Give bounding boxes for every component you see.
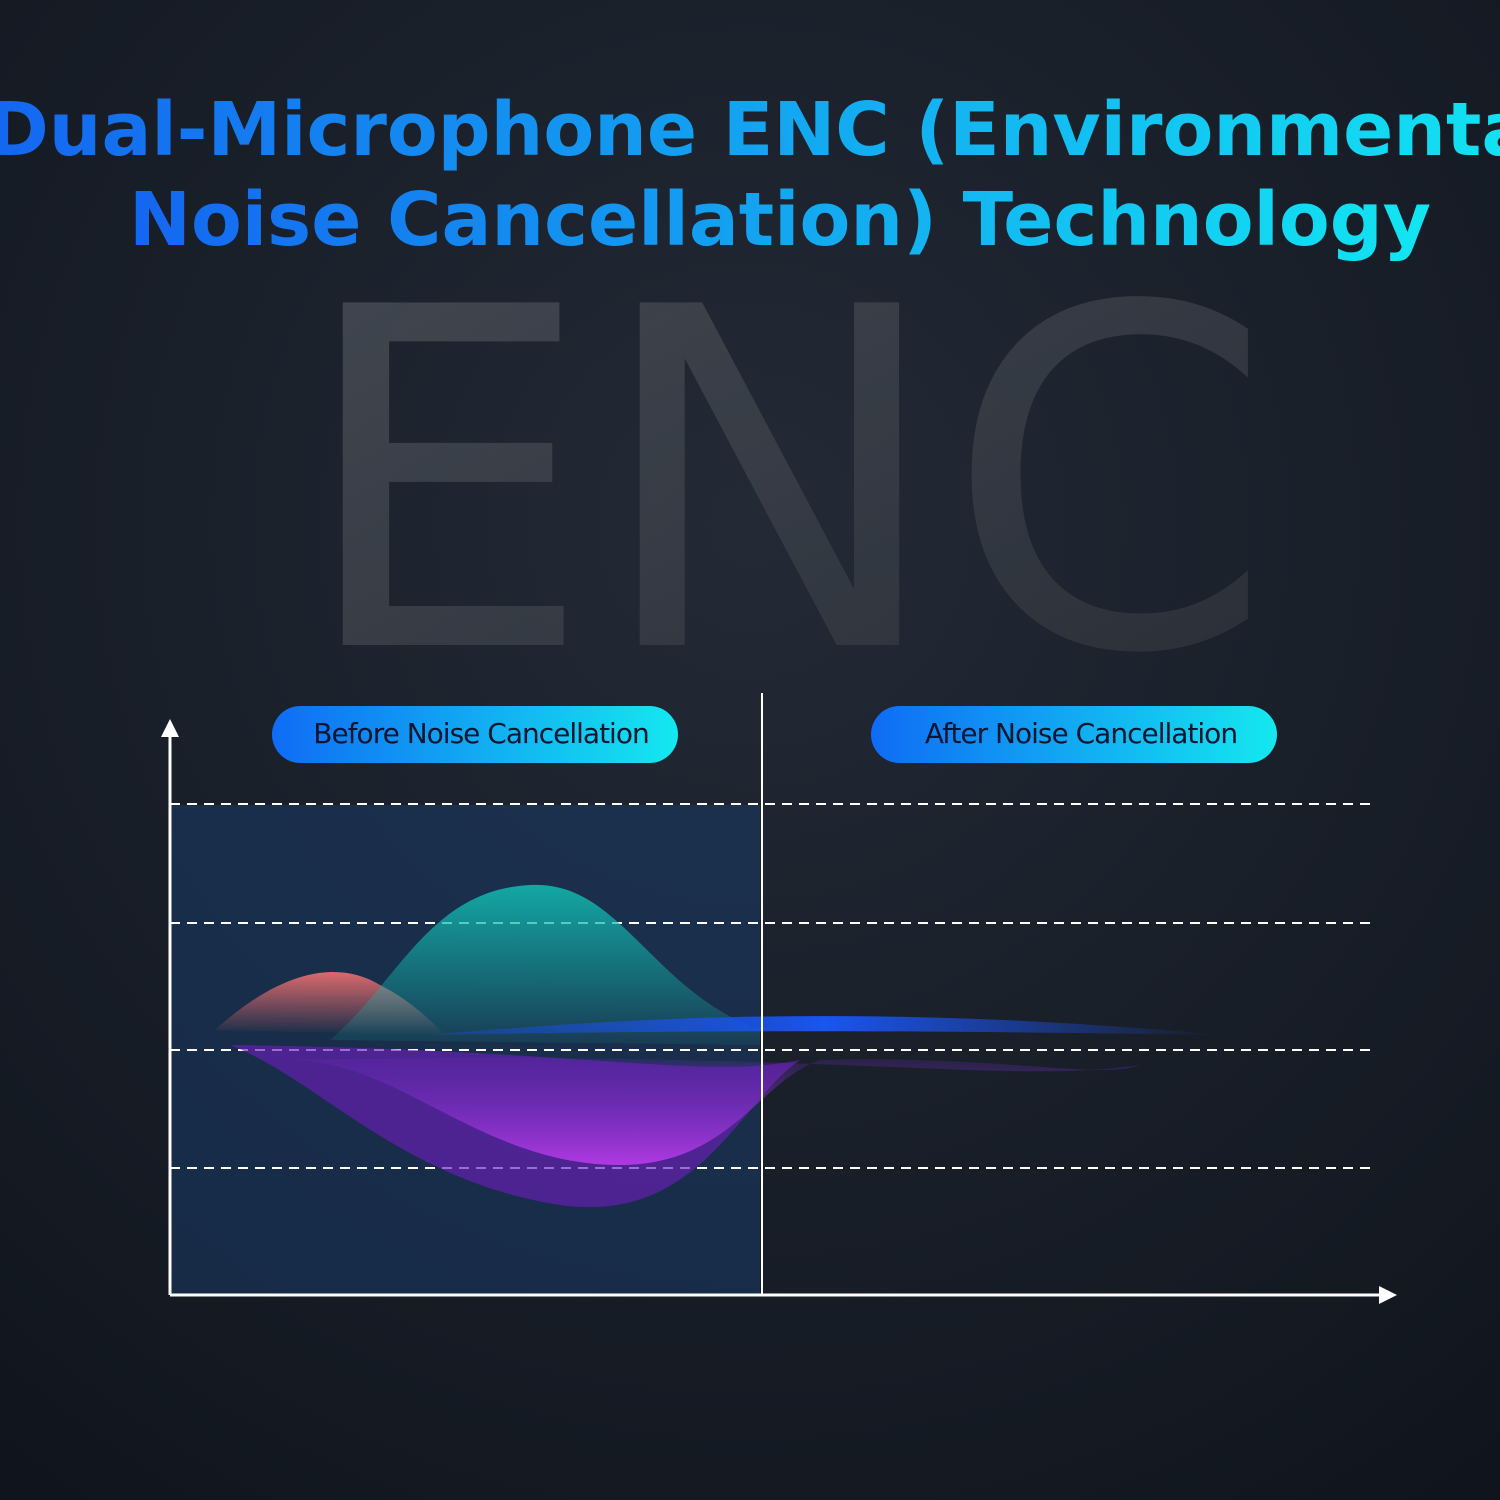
panel-label: After Noise Cancellation (925, 717, 1237, 750)
wave (290, 1058, 1140, 1165)
guide-lines (170, 803, 1370, 1169)
label-pill (871, 706, 1277, 763)
panel-label: Before Noise Cancellation (313, 717, 648, 750)
wave (330, 884, 760, 1045)
watermark: ENC (297, 209, 1274, 756)
wave (430, 1016, 1220, 1035)
title-line: Noise Cancellation) Technology (129, 177, 1431, 263)
title-line: Dual-Microphone ENC (Environmental (0, 87, 1500, 173)
label-pill (272, 706, 678, 763)
